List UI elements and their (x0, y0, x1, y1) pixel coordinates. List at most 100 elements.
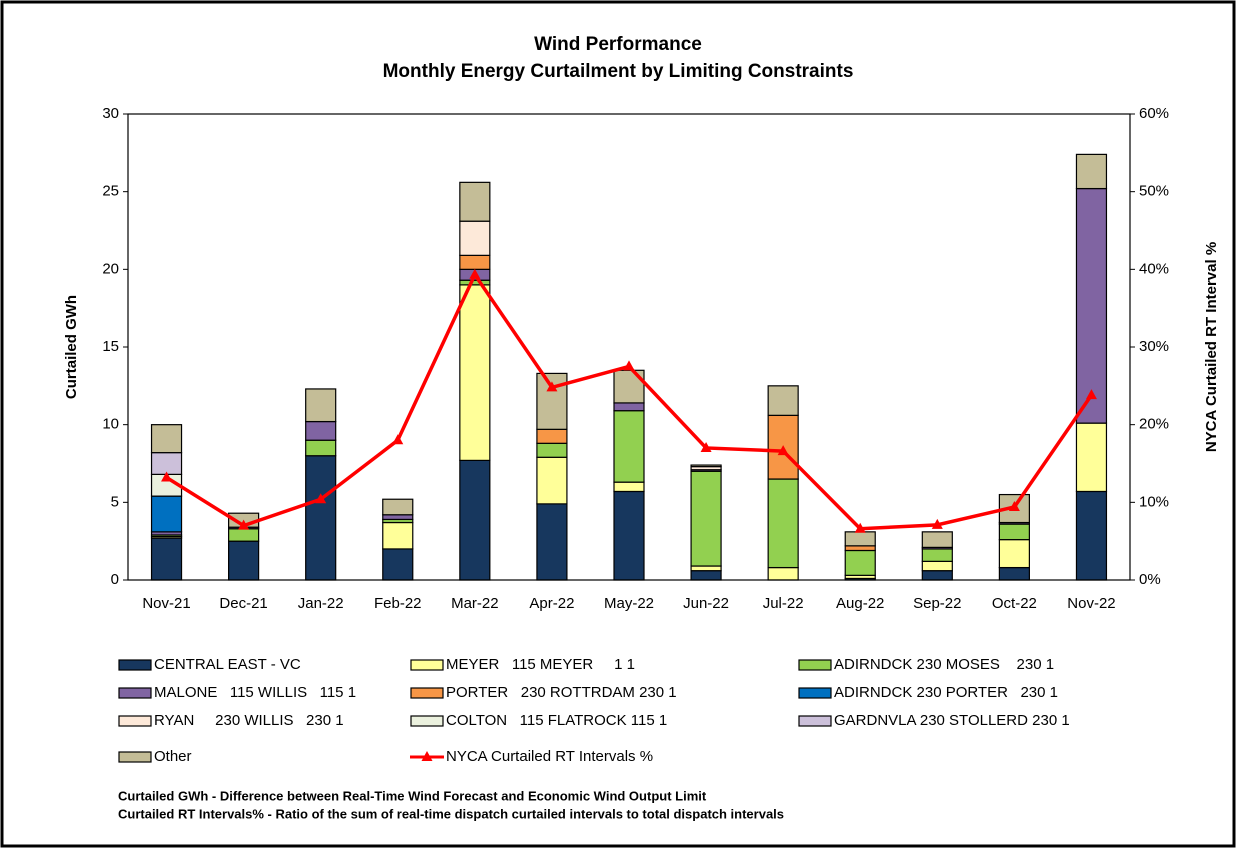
legend-swatch (798, 715, 832, 727)
y-tick-label: 15 (102, 338, 119, 355)
line-marker (392, 434, 404, 445)
bar-segment (844, 531, 876, 547)
bar-segment (459, 279, 491, 286)
bar-segment (536, 428, 568, 444)
bar-segment (1075, 422, 1108, 493)
bar-segment (536, 503, 568, 581)
legend-swatch (118, 659, 152, 671)
legend-swatch (410, 659, 444, 671)
bar-segment (1075, 490, 1108, 581)
y2-tick-label: 50% (1139, 183, 1169, 200)
y2-tick-label: 60% (1139, 105, 1169, 122)
legend-swatch (798, 687, 832, 699)
y-tick-label: 5 (111, 493, 119, 510)
bar-segment (613, 402, 645, 412)
bar-segment (767, 478, 799, 569)
x-tick-label: Jun-22 (683, 595, 729, 612)
bar-segment (459, 220, 491, 256)
bar-segment (228, 528, 260, 542)
line-marker (623, 360, 635, 371)
legend-label: CENTRAL EAST - VC (154, 656, 301, 673)
y-tick-label: 0 (111, 571, 119, 588)
line-marker (1008, 500, 1020, 511)
line-marker (854, 522, 866, 533)
legend-label: RYAN 230 WILLIS 230 1 (154, 712, 344, 729)
x-tick-label: Nov-21 (142, 595, 190, 612)
bar-segment (767, 566, 799, 581)
bar-segment (305, 388, 337, 423)
legend-swatch (410, 715, 444, 727)
line-marker (315, 493, 327, 504)
bar-segment (613, 481, 645, 493)
legend-swatch (798, 659, 832, 671)
bar-segment (382, 521, 414, 550)
bar-segment (150, 424, 183, 454)
legend-label: COLTON 115 FLATROCK 115 1 (446, 712, 667, 729)
bar-segment (150, 537, 183, 581)
bar-segment (690, 570, 722, 581)
legend-label: ADIRNDCK 230 PORTER 230 1 (834, 684, 1058, 701)
legend-label: ADIRNDCK 230 MOSES 230 1 (834, 656, 1054, 673)
y2-tick-label: 20% (1139, 416, 1169, 433)
legend-label: GARDNVLA 230 STOLLERD 230 1 (834, 712, 1070, 729)
line-marker (777, 445, 789, 456)
bar-segment (150, 452, 183, 475)
bar-segment (613, 490, 645, 581)
bar-segment (536, 456, 568, 505)
line-marker (546, 381, 558, 392)
bar-segment (382, 514, 414, 521)
y-tick-label: 30 (102, 105, 119, 122)
legend-label: MEYER 115 MEYER 1 1 (446, 656, 635, 673)
x-tick-label: Jul-22 (763, 595, 804, 612)
bar-segment (1075, 187, 1108, 424)
bar-segment (382, 548, 414, 581)
x-tick-label: Nov-22 (1067, 595, 1115, 612)
bar-segment (305, 455, 337, 581)
bar-segment (998, 523, 1030, 541)
bar-segment (536, 442, 568, 458)
bar-segment (690, 470, 722, 567)
x-tick-label: Aug-22 (836, 595, 884, 612)
bar-segment (459, 459, 491, 581)
bar-segment (1075, 153, 1108, 190)
legend-marker (421, 751, 433, 761)
y2-tick-label: 40% (1139, 260, 1169, 277)
bar-segment (228, 540, 260, 581)
bar-segment (459, 181, 491, 222)
bar-segment (459, 254, 491, 270)
bar-segment (382, 498, 414, 516)
y2-tick-label: 30% (1139, 338, 1169, 355)
bar-segment (921, 548, 953, 562)
bar-segment (690, 464, 722, 468)
x-tick-label: May-22 (604, 595, 654, 612)
plot-frame (127, 113, 1131, 581)
x-tick-label: Oct-22 (992, 595, 1037, 612)
y2-tick-label: 10% (1139, 493, 1169, 510)
chart-title: Wind Performance (534, 34, 702, 55)
bar-segment (613, 410, 645, 483)
x-tick-label: Apr-22 (529, 595, 574, 612)
y-tick-label: 25 (102, 183, 119, 200)
bar-segment (921, 570, 953, 581)
legend-swatch (118, 715, 152, 727)
legend-swatch (410, 687, 444, 699)
legend-label: PORTER 230 ROTTRDAM 230 1 (446, 684, 677, 701)
line-marker (161, 471, 173, 482)
note: Curtailed GWh - Difference between Real-… (118, 788, 707, 803)
y-tick-label: 20 (102, 260, 119, 277)
y-tick-label: 10 (102, 416, 119, 433)
line-marker (931, 518, 943, 529)
bar-segment (921, 531, 953, 548)
line-marker (1085, 389, 1097, 400)
legend-swatch (118, 751, 152, 763)
x-tick-label: Feb-22 (374, 595, 422, 612)
bar-segment (305, 439, 337, 457)
line-marker (700, 441, 712, 452)
bar-segment (921, 560, 953, 572)
legend-swatch (118, 687, 152, 699)
bar-segment (305, 420, 337, 441)
bar-segment (844, 549, 876, 576)
legend-label: MALONE 115 WILLIS 115 1 (154, 684, 356, 701)
bar-segment (767, 385, 799, 416)
